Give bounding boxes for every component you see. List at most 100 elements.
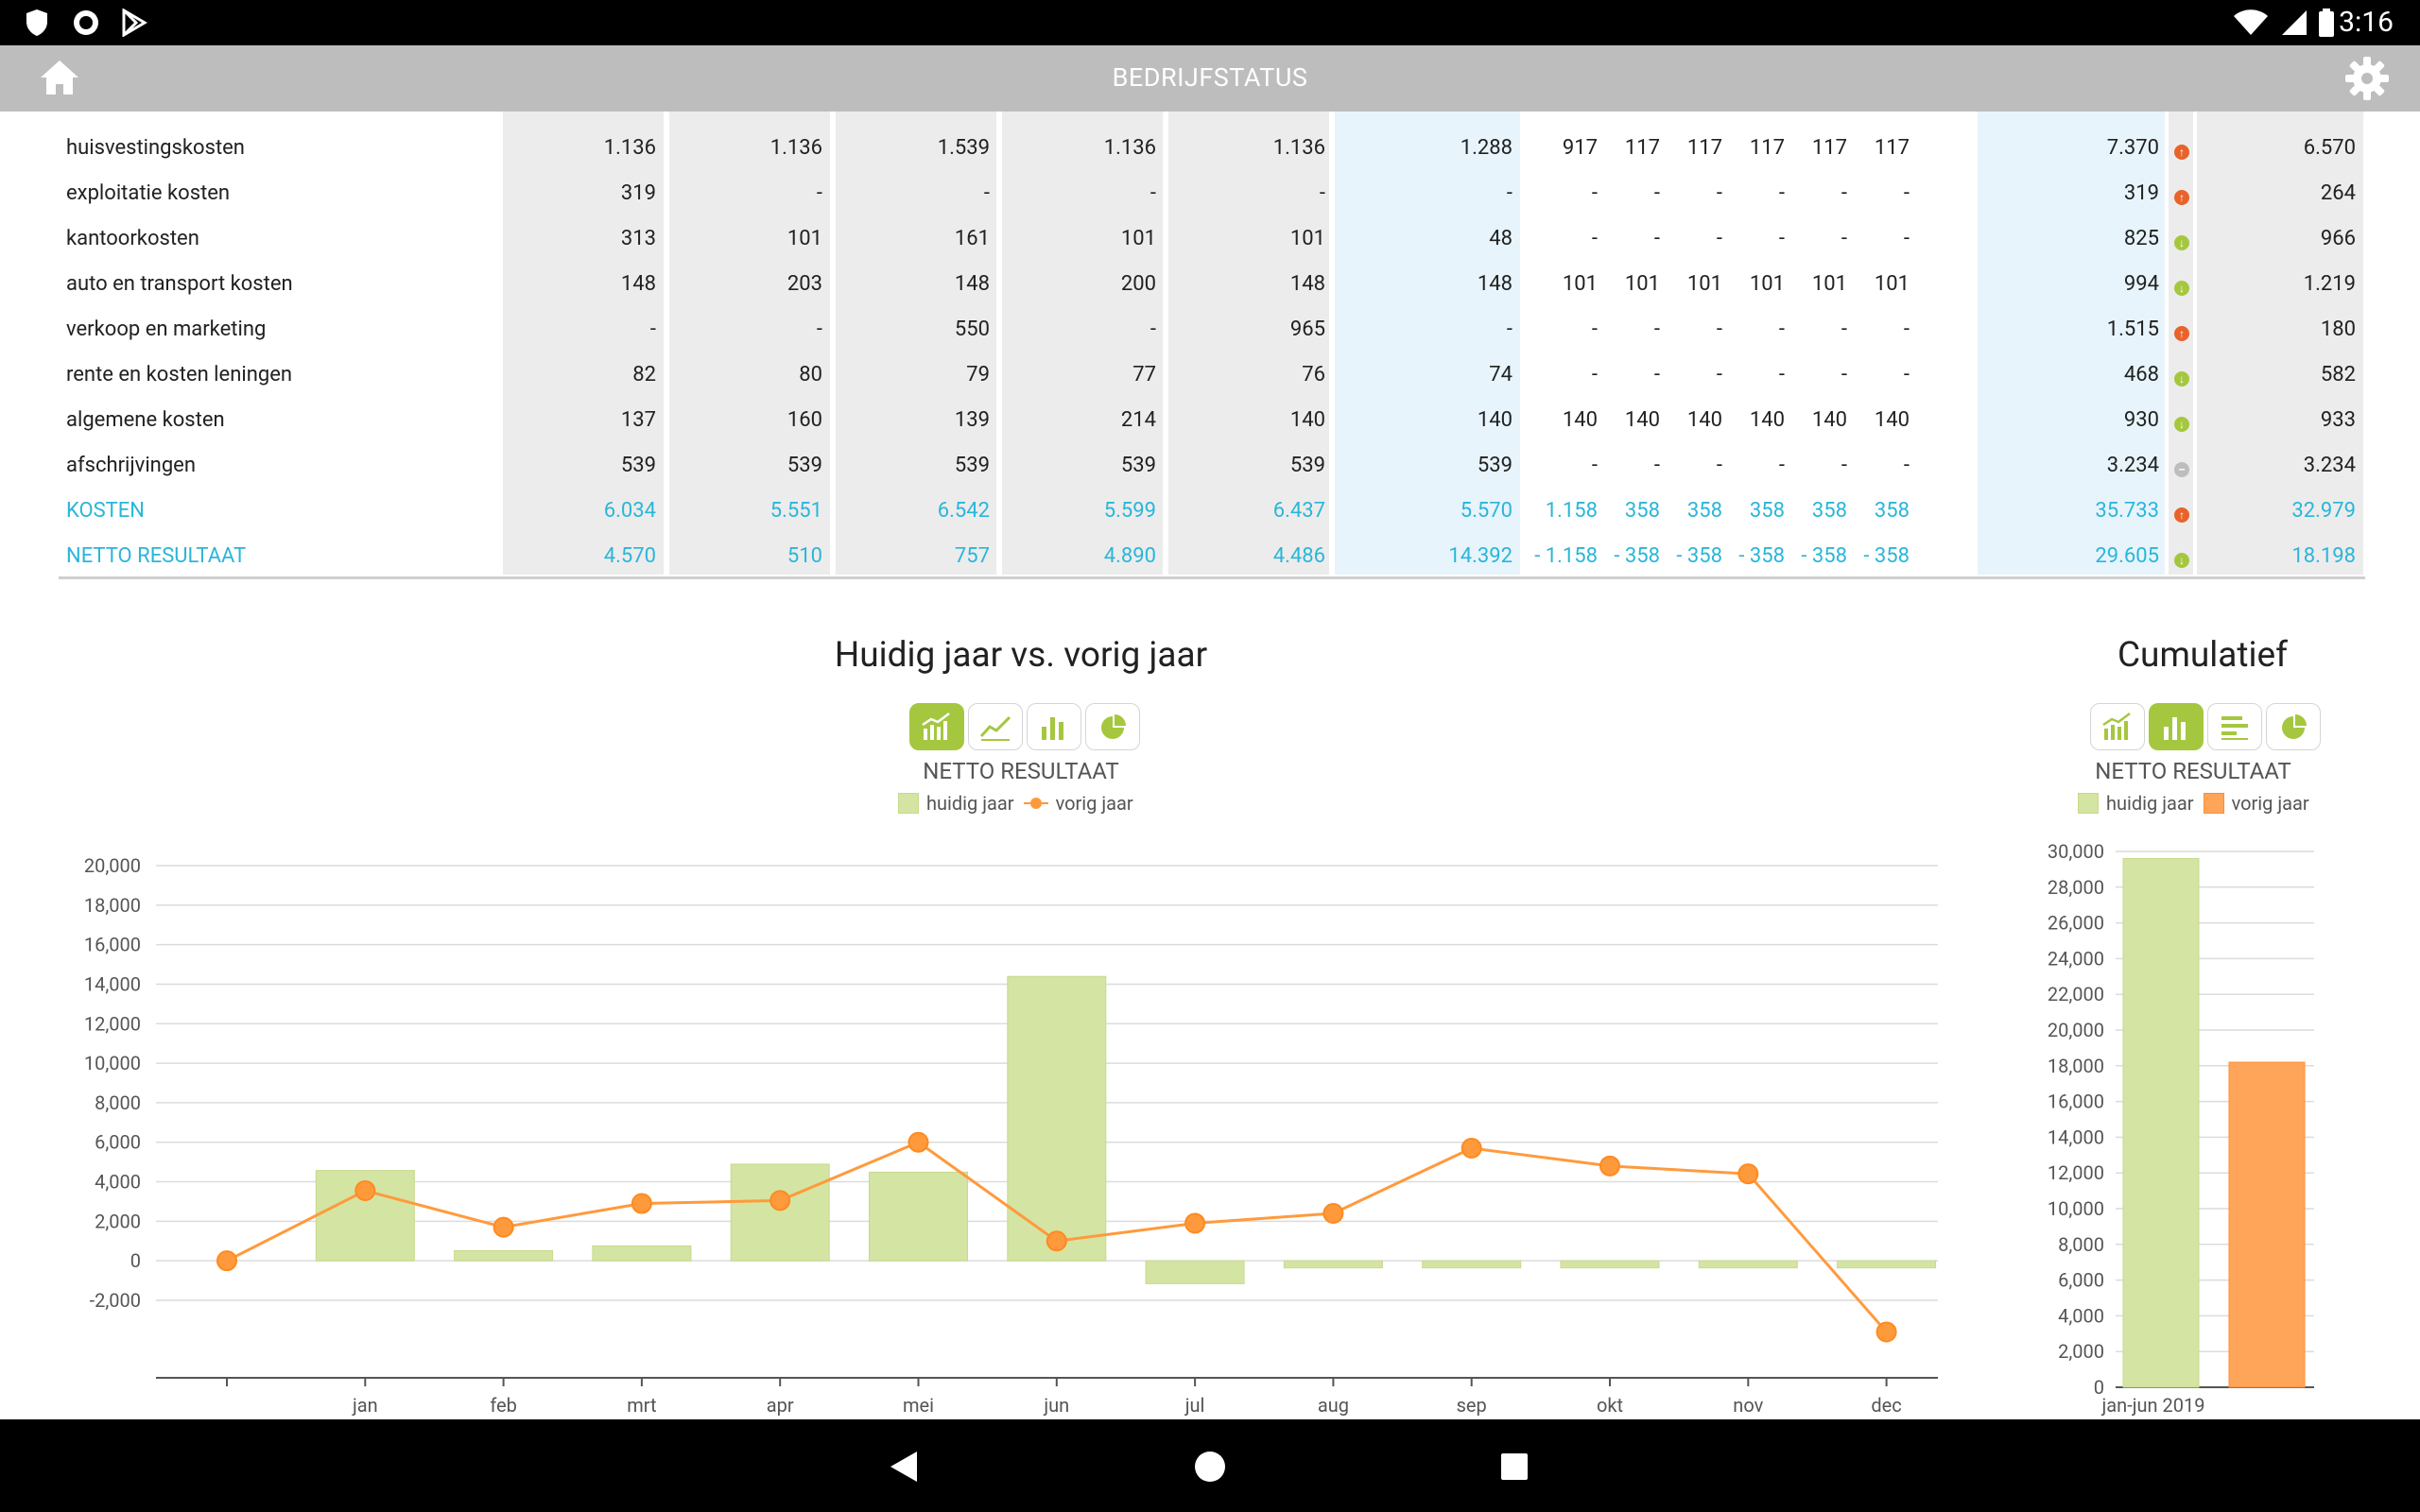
table-cell: - (1716, 227, 1722, 250)
main-chart-subtitle: NETTO RESULTAAT (923, 758, 1119, 784)
table-cell: 137 (620, 408, 656, 432)
page-title: BEDRIJFSTATUS (1112, 62, 1308, 93)
table-cell: - (1778, 454, 1785, 477)
table-cell: - (1903, 454, 1910, 477)
table-row[interactable]: algemene kosten 137 160 139 214 140 140 140 140 1… (0, 399, 2420, 444)
legend-swatch-current (2078, 793, 2099, 814)
table-cell: 29.605 (2095, 544, 2159, 568)
table-cell: 1.136 (769, 136, 822, 160)
table-cell: 32.979 (2291, 499, 2356, 523)
bar-huidig-jaar (1145, 1260, 1245, 1284)
home-button[interactable] (36, 55, 83, 102)
table-row[interactable]: rente en kosten leningen 82 80 79 77 76 74 - - - -… (0, 353, 2420, 399)
cumulative-legend-item-previous[interactable]: vorig jaar (2203, 792, 2309, 815)
column-background (1335, 112, 1520, 575)
table-cell: 6.437 (1272, 499, 1325, 523)
y-tick-label: 16,000 (2048, 1091, 2104, 1113)
main-chart-legend: huidig jaar vorig jaar (898, 792, 1133, 815)
table-cell: - (1841, 318, 1847, 341)
table-row[interactable]: huisvestingskosten 1.136 1.136 1.539 1.136 1.… (0, 127, 2420, 172)
table-cell: - 358 (1801, 544, 1847, 568)
table-cell: - (1903, 363, 1910, 387)
play-store-icon (122, 9, 147, 37)
table-cell: 140 (1477, 408, 1512, 432)
chart-type-line-button[interactable] (968, 703, 1023, 750)
table-cell: 117 (1874, 136, 1910, 160)
table-cell: 117 (1686, 136, 1722, 160)
legend-label-current: huidig jaar (2106, 792, 2194, 815)
table-row[interactable]: kantoorkosten 313 101 161 101 101 48 - - - - - - 825 9… (0, 217, 2420, 263)
row-label: auto en transport kosten (66, 272, 293, 296)
arrow-down-icon: ↓ (2174, 417, 2189, 432)
x-tick-label: feb (490, 1394, 517, 1417)
table-cell: 160 (786, 408, 822, 432)
table-cell: 3.234 (2303, 454, 2356, 477)
cumulative-legend-item-current[interactable]: huidig jaar (2078, 792, 2194, 815)
table-cell: - (1506, 318, 1512, 341)
arrow-down-icon: ↓ (2174, 553, 2189, 568)
home-nav-button[interactable] (1193, 1450, 1227, 1484)
table-cell: 965 (1289, 318, 1325, 341)
table-cell: - (1653, 181, 1660, 205)
y-tick-label: 22,000 (2048, 983, 2104, 1005)
table-cell: 140 (1562, 408, 1598, 432)
back-button[interactable] (887, 1450, 921, 1484)
table-cell: - (1841, 454, 1847, 477)
table-cell: 140 (1749, 408, 1785, 432)
table-row[interactable]: afschrijvingen 539 539 539 539 539 539 - - - - - - 3.… (0, 444, 2420, 490)
table-row[interactable]: auto en transport kosten 148 203 148 200 148 1… (0, 263, 2420, 308)
table-cell: 994 (2123, 272, 2159, 296)
bar-vorig-jaar (2228, 1061, 2306, 1388)
cumulative-type-combo-button[interactable] (2090, 703, 2145, 750)
bar-huidig-jaar (869, 1171, 968, 1262)
recents-button[interactable] (1499, 1452, 1530, 1482)
table-row[interactable]: verkoop en marketing - - 550 - 965 - - - - - - - 1.51… (0, 308, 2420, 353)
legend-item-previous[interactable]: vorig jaar (1023, 792, 1133, 815)
column-background (1002, 112, 1163, 575)
arrow-down-icon: ↓ (2174, 235, 2189, 250)
main-chart-title: Huidig jaar vs. vorig jaar (834, 635, 1208, 676)
table-cell: 101 (1686, 272, 1722, 296)
chart-type-combo-button[interactable] (909, 703, 964, 750)
table-row[interactable]: NETTO RESULTAAT 4.570 510 757 4.890 4.486 14.3… (0, 535, 2420, 580)
chart-type-bar-button[interactable] (1027, 703, 1081, 750)
table-row[interactable]: KOSTEN 6.034 5.551 6.542 5.599 6.437 5.570 1.15… (0, 490, 2420, 535)
table-cell: - (1778, 318, 1785, 341)
clock: 3:16 (2339, 6, 2394, 39)
bar-huidig-jaar (1283, 1260, 1383, 1269)
table-cell: 966 (2320, 227, 2356, 250)
table-cell: 48 (1489, 227, 1512, 250)
table-cell: 468 (2123, 363, 2159, 387)
table-cell: 1.158 (1545, 499, 1598, 523)
table-cell: - 358 (1738, 544, 1785, 568)
x-tick-label: nov (1733, 1394, 1763, 1417)
table-cell: 1.219 (2303, 272, 2356, 296)
chart-type-pie-button[interactable] (1085, 703, 1140, 750)
column-background (2169, 112, 2193, 575)
table-cell: - (1778, 227, 1785, 250)
arrow-up-icon: ↑ (2174, 145, 2189, 160)
cumulative-type-hbar-button[interactable] (2207, 703, 2262, 750)
point-vorig-jaar (769, 1190, 791, 1211)
table-cell: 140 (1624, 408, 1660, 432)
table-cell: 3.234 (2106, 454, 2159, 477)
arrow-down-icon: ↓ (2174, 281, 2189, 296)
table-cell: - 1.158 (1534, 544, 1598, 568)
legend-label-previous: vorig jaar (2231, 792, 2309, 815)
cumulative-type-bar-button[interactable] (2149, 703, 2204, 750)
table-cell: 264 (2320, 181, 2356, 205)
column-background (669, 112, 830, 575)
settings-button[interactable] (2342, 54, 2392, 103)
cumulative-type-pie-button[interactable] (2266, 703, 2321, 750)
table-cell: 148 (1289, 272, 1325, 296)
table-row[interactable]: exploitatie kosten 319 - - - - - - - - - - - 319 264 ↑ (0, 172, 2420, 217)
table-cell: 319 (2123, 181, 2159, 205)
legend-item-current[interactable]: huidig jaar (898, 792, 1014, 815)
y-tick-label: 28,000 (2048, 876, 2104, 899)
arrow-up-icon: ↑ (2174, 507, 2189, 523)
point-vorig-jaar (908, 1131, 929, 1153)
table-cell: 917 (1562, 136, 1598, 160)
table-cell: 539 (1289, 454, 1325, 477)
table-cell: - (649, 318, 656, 341)
point-vorig-jaar (216, 1250, 237, 1272)
